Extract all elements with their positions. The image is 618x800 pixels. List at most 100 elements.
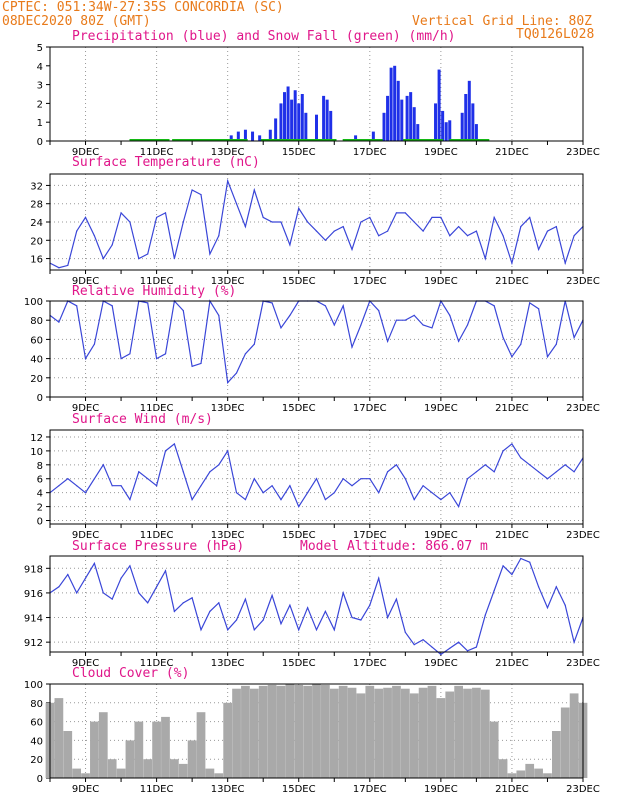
data-point — [253, 629, 255, 631]
snow-bar — [129, 139, 170, 141]
y-tick-label: 100 — [24, 297, 43, 308]
y-tick-label: 40 — [30, 355, 43, 366]
x-tick-label: 9DEC — [72, 276, 99, 287]
data-point — [129, 565, 131, 567]
cloud-bar — [525, 763, 535, 778]
precip-bar — [448, 120, 452, 141]
data-point — [395, 319, 398, 321]
data-point — [182, 221, 184, 223]
data-point — [200, 362, 202, 364]
data-point — [111, 305, 113, 307]
precip-bar — [396, 80, 400, 141]
data-point — [502, 450, 504, 452]
precip-bar — [300, 94, 304, 141]
precip-bar — [386, 95, 390, 141]
data-point — [360, 478, 362, 480]
data-point — [58, 321, 60, 323]
data-point — [573, 471, 575, 473]
data-point — [395, 464, 398, 466]
x-tick-label: 23DEC — [566, 403, 600, 414]
panel-border — [49, 683, 584, 779]
data-point — [173, 257, 175, 260]
x-tick-label: 21DEC — [495, 276, 529, 287]
data-point — [555, 225, 557, 228]
x-tick-label: 9DEC — [72, 147, 99, 158]
data-point — [129, 221, 131, 223]
y-tick-label: 24 — [30, 218, 43, 229]
data-point — [324, 239, 326, 241]
data-point — [324, 610, 326, 612]
data-point — [156, 358, 158, 360]
cloud-bar — [161, 716, 170, 778]
precip-bar — [293, 90, 297, 141]
humidity-title: Relative Humidity (%) — [72, 284, 237, 299]
data-point — [360, 221, 362, 223]
data-point — [360, 324, 362, 326]
data-point — [431, 216, 433, 219]
data-point — [156, 586, 158, 588]
precip-bar — [441, 110, 445, 141]
data-point — [315, 230, 318, 232]
y-tick-label: 40 — [30, 736, 43, 747]
data-point — [529, 302, 531, 304]
data-point — [111, 598, 113, 600]
data-point — [378, 235, 380, 237]
data-point — [440, 653, 442, 656]
data-point — [307, 221, 309, 223]
data-point — [93, 235, 96, 237]
y-tick-label: 1 — [37, 118, 43, 129]
data-point — [386, 471, 389, 473]
panel-border — [49, 429, 584, 525]
data-point — [67, 264, 69, 267]
data-point — [466, 235, 469, 237]
precip-bar — [315, 114, 318, 141]
x-tick-label: 21DEC — [495, 147, 529, 158]
cloud-bar — [107, 759, 117, 778]
precip-bar — [286, 86, 290, 141]
data-point — [129, 353, 131, 355]
cloud-bar — [241, 685, 250, 778]
data-point — [529, 464, 531, 466]
cloud-bar — [329, 688, 339, 778]
data-point — [431, 492, 433, 494]
cloud-bar — [392, 685, 401, 778]
y-tick-label: 5 — [37, 43, 43, 54]
data-point — [262, 619, 264, 621]
data-point — [573, 235, 575, 237]
data-point — [280, 327, 282, 329]
data-point — [458, 505, 460, 508]
x-tick-label: 9DEC — [72, 403, 99, 414]
data-point — [511, 443, 513, 445]
data-point — [253, 189, 255, 191]
data-point — [342, 305, 344, 307]
cloud-bar — [400, 688, 410, 778]
data-point — [289, 604, 291, 606]
x-tick-label: 15DEC — [282, 276, 316, 287]
panel-border — [49, 300, 584, 398]
y-tick-label: 12 — [30, 433, 43, 444]
data-point — [244, 353, 247, 355]
data-point — [111, 485, 113, 487]
data-point — [271, 485, 273, 487]
x-tick-label: 11DEC — [140, 147, 174, 158]
x-tick-label: 15DEC — [282, 147, 316, 158]
x-tick-label: 19DEC — [424, 276, 458, 287]
data-point — [280, 623, 282, 625]
data-point — [351, 346, 353, 348]
data-point — [58, 586, 60, 588]
x-tick-label: 19DEC — [424, 403, 458, 414]
data-point — [333, 492, 335, 494]
data-point — [546, 356, 549, 358]
data-point — [76, 230, 78, 232]
snow-bar — [172, 139, 213, 141]
data-point — [58, 485, 60, 487]
data-point — [227, 450, 229, 452]
data-point — [564, 464, 566, 466]
data-point — [386, 230, 389, 232]
x-tick-label: 13DEC — [211, 276, 245, 287]
precip-bar — [412, 107, 416, 141]
data-point — [218, 464, 220, 466]
data-point — [537, 248, 540, 251]
data-point — [431, 327, 433, 329]
data-point — [298, 505, 300, 508]
